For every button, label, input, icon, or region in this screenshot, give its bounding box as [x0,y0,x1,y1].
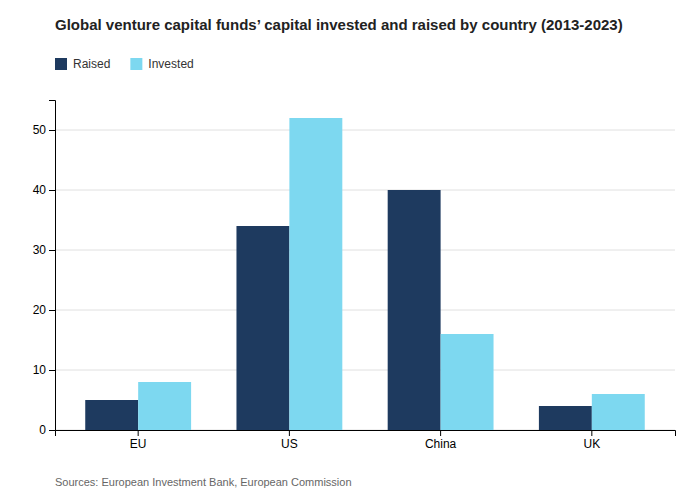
x-tick-mark [440,430,441,436]
x-tick-label: EU [130,437,147,451]
bar [592,394,645,430]
grid [55,130,675,430]
x-tick-mark [289,430,290,436]
y-tick: 10 [33,363,55,377]
y-tick-label: 10 [33,363,47,377]
bar [85,400,138,430]
bar [138,382,191,430]
x-tick-mark [591,430,592,436]
bar [388,190,441,430]
chart: Global venture capital funds’ capital in… [0,0,700,500]
grid-line [55,370,675,371]
x-tick-label: UK [583,437,600,451]
x-axis: EU US China UK [56,430,676,451]
plot: 0 10 20 30 40 50 EU US China UK [33,101,676,451]
y-axis: 0 10 20 30 40 50 [33,101,56,438]
legend-item: Raised [55,57,110,71]
y-tick-mark [49,370,55,371]
x-tick: EU [130,430,147,451]
y-tick-label: 20 [33,303,47,317]
x-tick-label: China [425,437,457,451]
legend-label: Invested [148,57,193,71]
x-tick: US [281,430,298,451]
y-tick-label: 50 [33,123,47,137]
y-tick-mark [49,310,55,311]
y-tick-label: 30 [33,243,47,257]
grid-line [55,130,675,131]
bar-series [138,118,645,430]
annotation: Sources: European Investment Bank, Europ… [55,476,352,488]
y-tick: 40 [33,183,55,197]
legend-swatch [55,58,67,70]
bar [539,406,592,430]
y-tick-label: 40 [33,183,47,197]
y-axis-line [49,101,56,431]
y-tick: 50 [33,123,55,137]
y-tick-mark [49,190,55,191]
grid-line [55,190,675,191]
grid-line [55,250,675,251]
bar [289,118,342,430]
y-tick-label: 0 [39,423,46,437]
bar [236,226,289,430]
bars [85,118,645,430]
title: Global venture capital funds’ capital in… [55,16,623,33]
y-tick: 30 [33,243,55,257]
legend-swatch [130,58,142,70]
y-tick-mark [49,430,55,431]
y-tick: 0 [39,423,55,437]
x-tick-mark [138,430,139,436]
x-tick: China [425,430,457,451]
legend-label: Raised [73,57,110,71]
x-tick-label: US [281,437,298,451]
grid-line [55,310,675,311]
y-tick-mark [49,130,55,131]
y-tick: 20 [33,303,55,317]
x-axis-line [56,431,676,437]
legend-item: Invested [130,57,193,71]
legend: Raised Invested [55,57,194,71]
y-tick-mark [49,250,55,251]
bar [441,334,494,430]
x-tick: UK [583,430,600,451]
